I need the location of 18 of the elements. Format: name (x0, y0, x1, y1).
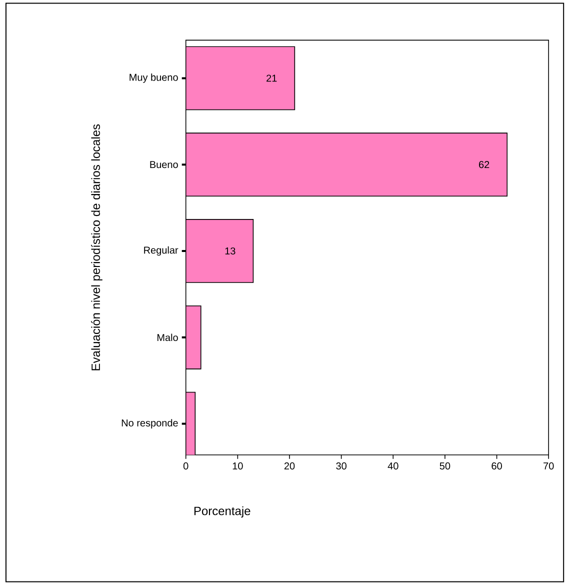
x-tick-label: 10 (232, 462, 243, 470)
x-axis-title: Porcentaje (194, 506, 250, 518)
x-tick-label: 70 (544, 462, 554, 470)
data-label: 13 (225, 247, 236, 255)
x-tick-label: 20 (284, 462, 295, 470)
y-tick-label: Regular (144, 246, 178, 256)
x-tick-label: 40 (388, 462, 398, 470)
y-tick-label: Muy bueno (130, 74, 178, 83)
data-label: 21 (266, 74, 277, 82)
x-tick-label: 50 (440, 462, 450, 470)
x-tick-label: 0 (184, 462, 188, 470)
x-tick-label: 30 (336, 462, 347, 470)
data-label: 62 (479, 161, 490, 168)
y-tick-label: Bueno (150, 161, 178, 168)
x-tick-label: 60 (492, 462, 502, 470)
y-tick-label: Malo (158, 334, 178, 342)
y-tick-label: No responde (122, 419, 178, 428)
y-axis-title: Evaluación nivel periodístico de diarios locales (91, 124, 102, 370)
